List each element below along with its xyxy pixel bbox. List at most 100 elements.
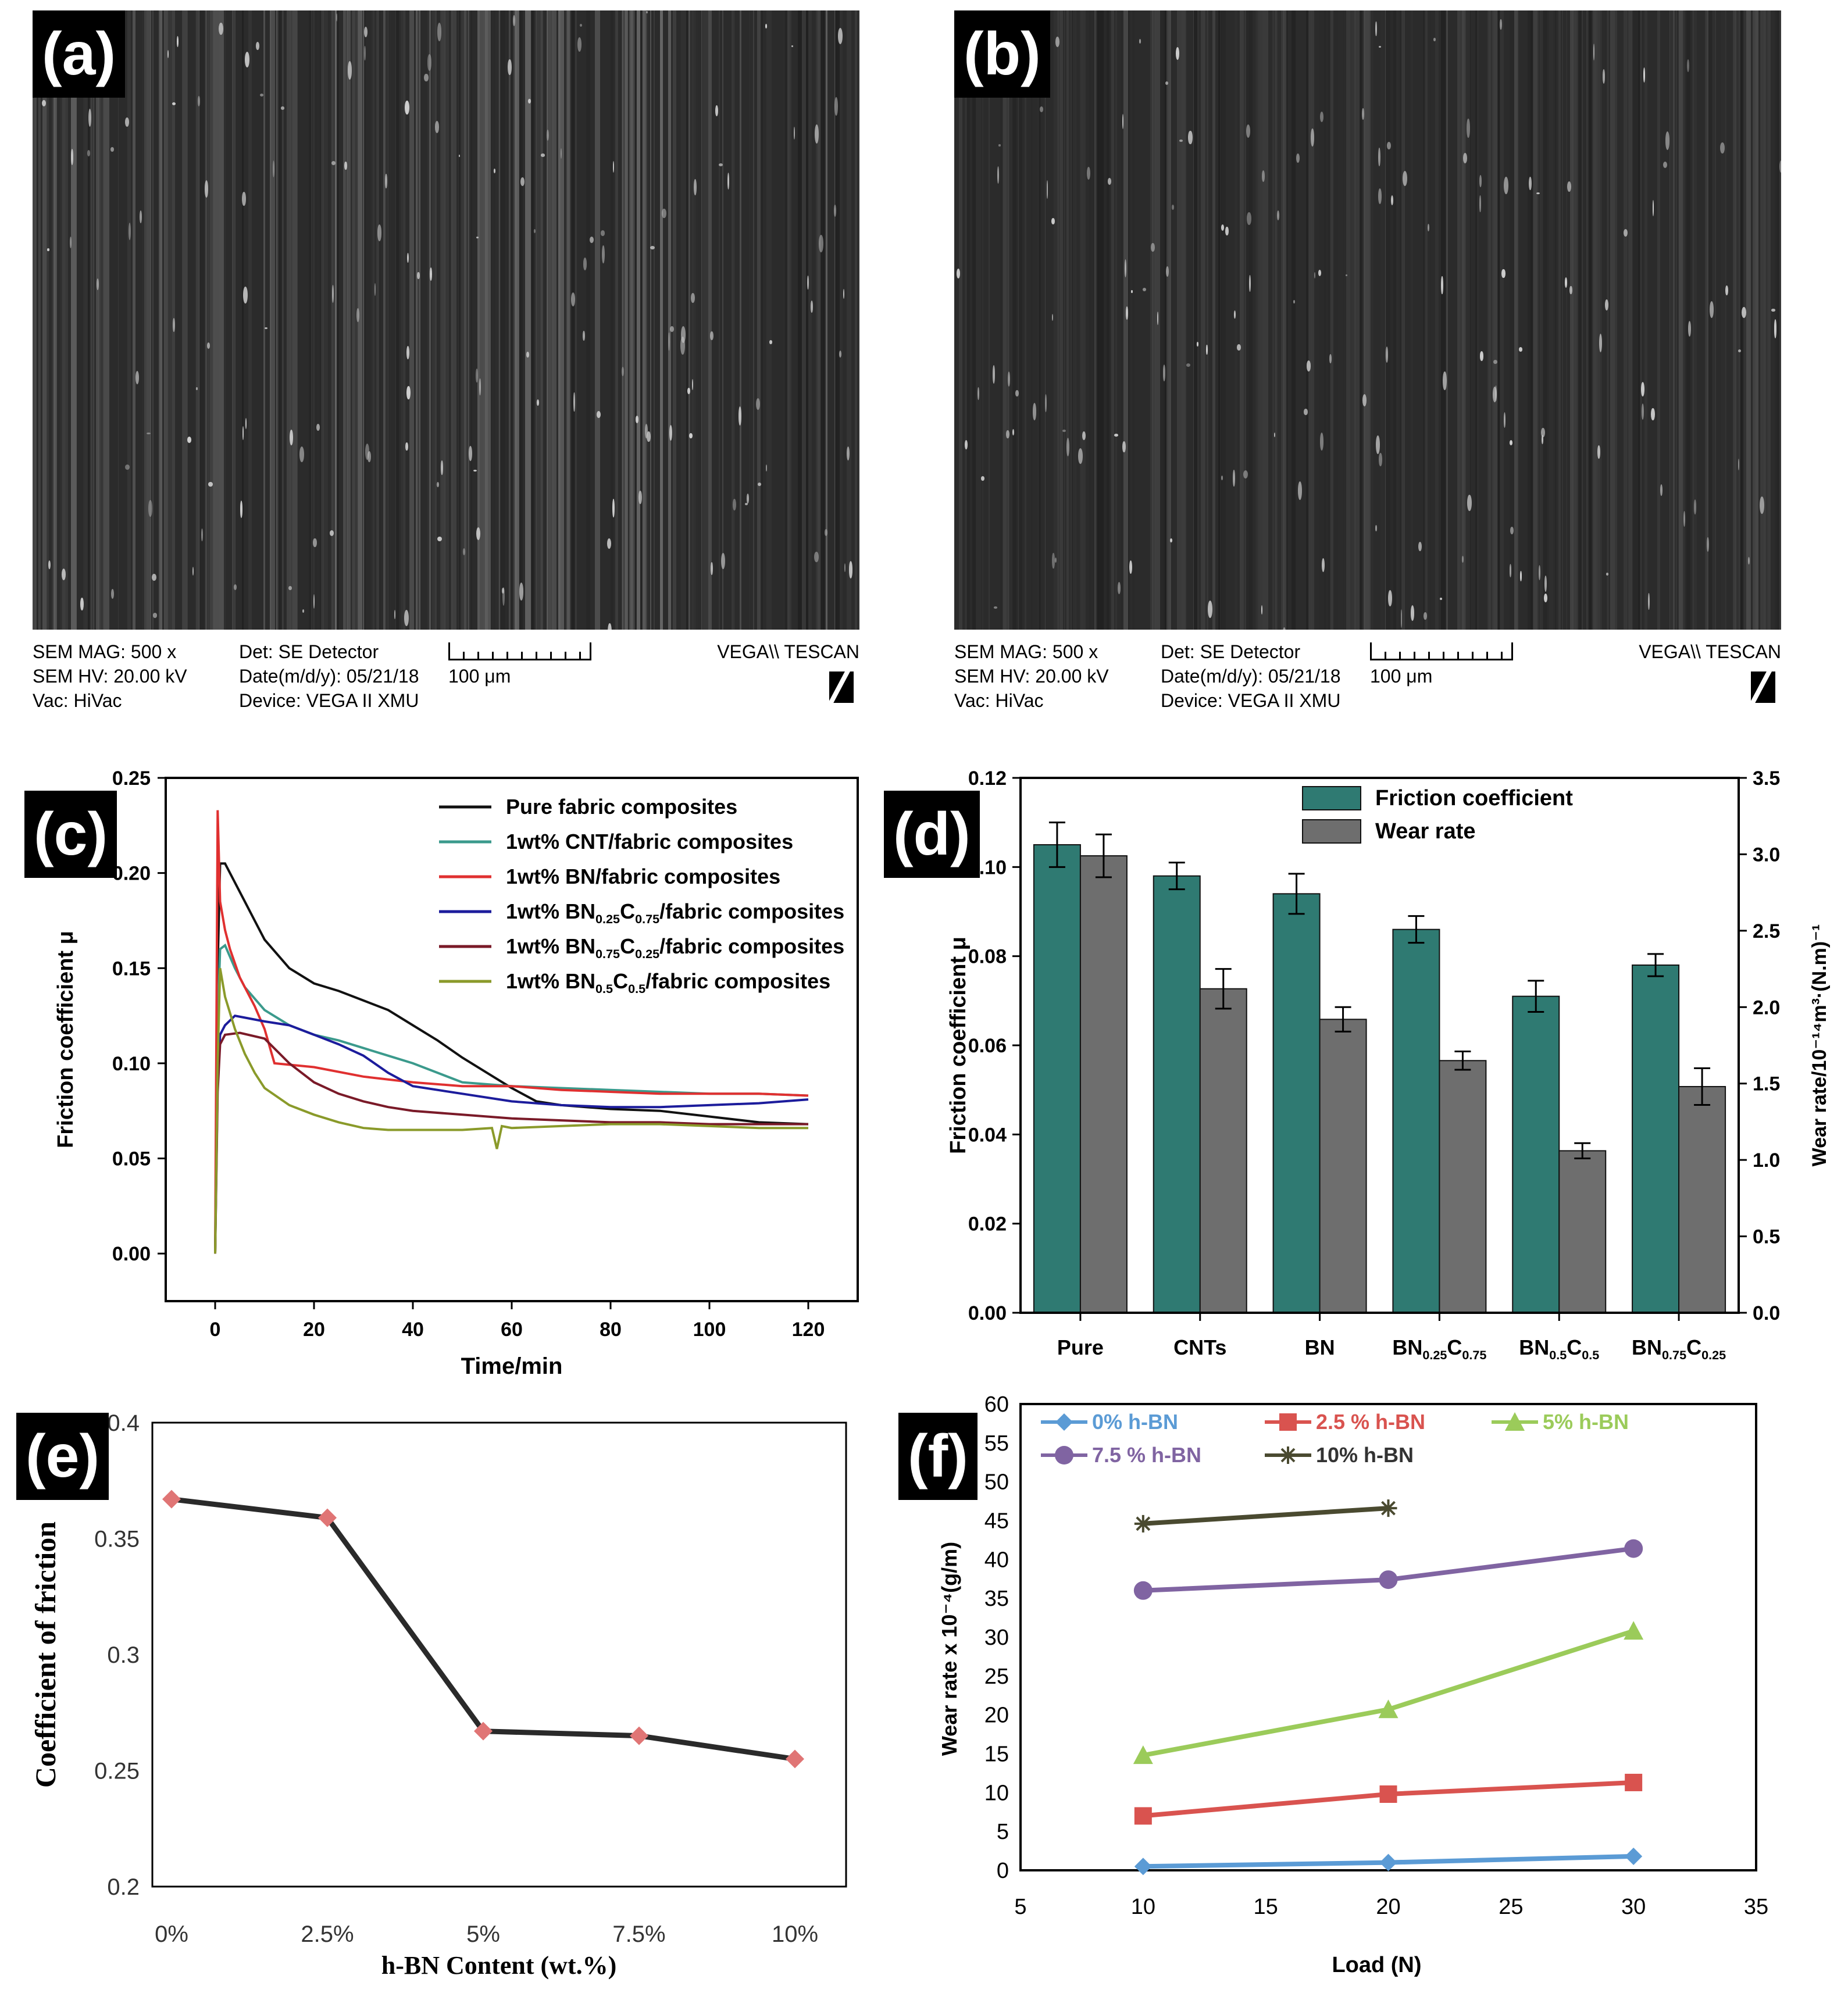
sem-det: Det: SE Detector [239,641,379,662]
sem-streak [60,10,64,630]
sem-streak [1538,10,1540,630]
y-right-tick-label: 0.0 [1753,1302,1780,1324]
y-tick-label: 45 [984,1509,1009,1534]
sem-speck [1246,124,1250,138]
sem-device: Device: VEGA II XMU [1161,690,1341,711]
sem-streak [513,10,519,630]
sem-streak [358,10,362,630]
sem-speck [1282,627,1286,630]
sem-speck [240,500,243,519]
sem-speck [1683,511,1685,527]
sem-speck [769,340,772,344]
sem-streak [288,10,290,630]
sem-streak [1533,10,1537,630]
y-right-tick-label: 1.5 [1753,1073,1780,1095]
bar-friction-0 [1033,844,1081,1313]
sem-streak [1549,10,1555,630]
sem-streak [1234,10,1238,630]
sem-streak [1457,10,1461,630]
series-marker-2 [1378,1699,1399,1719]
sem-speck [1122,114,1124,129]
sem-vac: Vac: HiVac [33,690,122,711]
sem-speck [1362,394,1367,406]
chart-e-cof-vs-hbn: 0.2 0.25 0.3 0.35 0.4 0% 2.5% 5% 7.5% 10% h-BN Con… [29,1410,847,1980]
panel-b: (b) SEM MAG: 500 x SEM HV: 20.00 kV Vac:… [945,10,1788,711]
sem-speck [206,342,211,349]
sem-speck [173,317,175,332]
sem-speck [1738,349,1742,353]
sem-streak [316,10,320,630]
sem-speck [1186,363,1191,367]
sem-streak [1069,10,1073,630]
series-line-2 [1143,1628,1635,1758]
sem-speck [621,367,624,377]
sem-speck [1114,433,1118,437]
y-tick-label: 10 [984,1781,1009,1805]
sem-streak [1346,10,1351,630]
sem-speck [1500,19,1502,30]
legend-swatch-0 [1302,786,1361,810]
sem-streak [1565,10,1568,630]
sem-streak [365,10,366,630]
y-right-axis-label: Wear rate/10⁻¹⁴m³·(N.m)⁻¹ [1808,924,1831,1167]
cof-marker-1 [318,1508,337,1527]
cof-line [171,1496,795,1762]
sem-info-a: SEM MAG: 500 x SEM HV: 20.00 kV Vac: HiV… [33,630,859,711]
sem-streak [559,10,564,630]
sem-speck [329,530,334,536]
sem-streak [1440,10,1447,630]
legend-label-1: 2.5 % h-BN [1316,1410,1425,1434]
sem-streak [1573,10,1578,630]
sem-streak [1218,10,1222,630]
sem-speck [1461,556,1464,563]
sem-streak [1166,10,1171,630]
sem-streak [1334,10,1339,630]
scale-label: 100 μm [1370,666,1433,687]
panel-a: (a) SEM MAG: 500 x SEM HV: 20.00 kV Vac:… [23,10,866,711]
sem-streak [1051,10,1055,630]
sem-streak [815,10,820,630]
sem-streak [787,10,790,630]
sem-streak [1715,10,1717,630]
sem-speck [669,424,673,441]
sem-streak [1103,10,1104,630]
sem-speck [998,144,1001,147]
sem-speck [1604,299,1608,310]
sem-streak [427,10,429,630]
sem-streak [1053,10,1058,630]
x-tick-label: 120 [792,1319,825,1341]
sem-speck [1249,274,1251,292]
sem-speck [1131,290,1133,293]
sem-streak [320,10,324,630]
series-marker-3 [1379,1570,1398,1589]
y-right-tick-label: 2.0 [1753,996,1780,1019]
sem-streak [440,10,444,630]
sem-streak [65,10,69,630]
sem-speck [1087,166,1090,180]
sem-speck [732,498,736,510]
sem-streak [1640,10,1642,630]
sem-speck [757,483,761,487]
y-tick-label: 0.10 [112,1053,151,1075]
sem-speck [1273,432,1276,437]
sem-streak [91,10,94,630]
sem-streak [144,10,150,630]
sem-streak [1197,10,1199,630]
sem-speck [1306,360,1311,372]
sem-streak [276,10,279,630]
sem-speck [689,433,693,438]
sem-streak [531,10,534,630]
sem-streak [1069,10,1072,630]
sem-streak [390,10,392,630]
sem-streak [1624,10,1628,630]
sem-streak [1044,10,1046,630]
sem-streak [525,10,531,630]
sem-streak [959,10,962,630]
sem-speck [427,53,432,71]
legend-marker-1 [1279,1413,1297,1431]
sem-speck [992,365,996,384]
sem-speck [810,300,814,313]
sem-speck [218,22,223,35]
sem-speck [512,15,515,26]
sem-streak [644,10,647,630]
